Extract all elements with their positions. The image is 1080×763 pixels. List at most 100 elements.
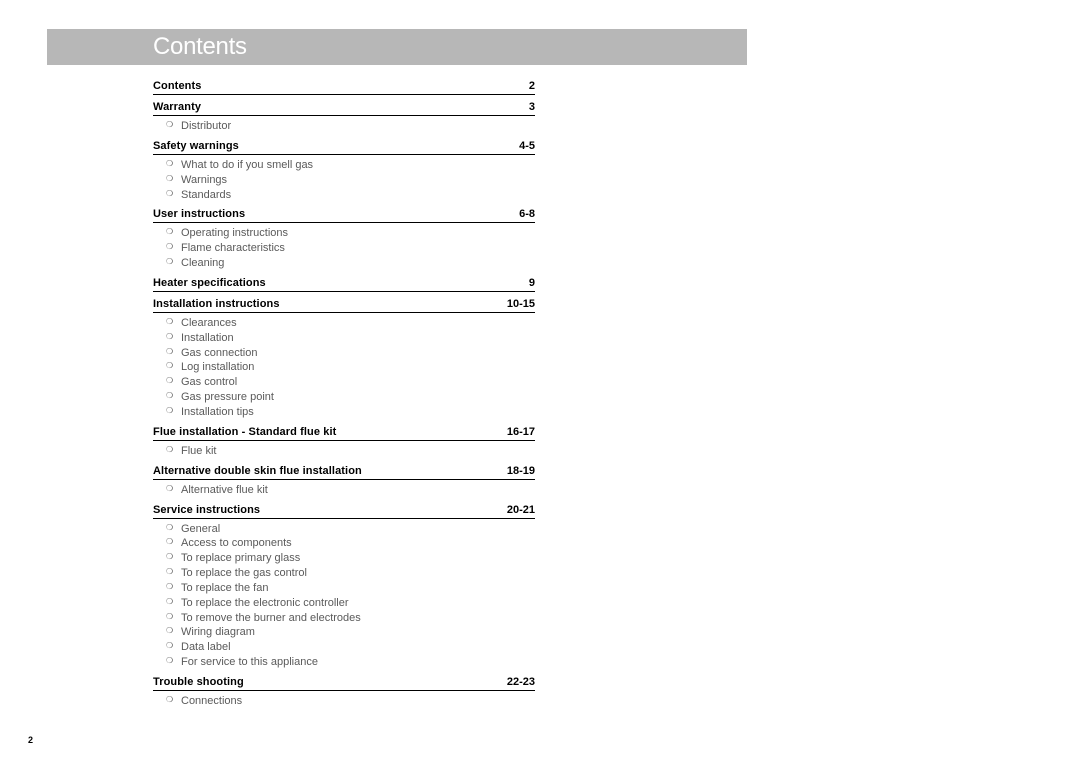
- toc-section-title: Contents: [153, 80, 201, 92]
- toc-subitems: ❍ Distributor: [153, 119, 535, 134]
- bullet-icon: ❍: [166, 445, 173, 456]
- toc-subitem-label: To remove the burner and electrodes: [181, 612, 361, 624]
- toc-subitem-label: Operating instructions: [181, 227, 288, 239]
- bullet-icon: ❍: [166, 242, 173, 253]
- toc-subitem: ❍ Standards: [153, 188, 535, 203]
- toc-section-title: Installation instructions: [153, 298, 280, 310]
- bullet-icon: ❍: [166, 597, 173, 608]
- bullet-icon: ❍: [166, 174, 173, 185]
- contents-header-title: Contents: [153, 33, 247, 61]
- bullet-icon: ❍: [166, 695, 173, 706]
- toc-subitems: ❍General❍Access to components❍To replace…: [153, 522, 535, 670]
- toc-subitem-label: What to do if you smell gas: [181, 159, 313, 171]
- bullet-icon: ❍: [166, 332, 173, 343]
- bullet-icon: ❍: [166, 406, 173, 417]
- toc-subitem-label: Gas connection: [181, 347, 257, 359]
- bullet-icon: ❍: [166, 641, 173, 652]
- toc-subitem: ❍ For service to this appliance: [153, 655, 535, 670]
- toc-subitem: ❍To replace the electronic controller: [153, 596, 535, 611]
- toc-subitem: ❍ Connections: [153, 694, 535, 709]
- toc-subitem: ❍To remove the burner and electrodes: [153, 611, 535, 626]
- toc-subitem: ❍ Distributor: [153, 119, 535, 134]
- toc-section-title: Safety warnings: [153, 140, 239, 152]
- toc-section-page: 4-5: [519, 140, 535, 152]
- toc-subitem: ❍ What to do if you smell gas: [153, 158, 535, 173]
- toc-subitem: ❍Log installation: [153, 360, 535, 375]
- toc-section-header: Heater specifications 9: [153, 277, 535, 292]
- toc-section-title: Flue installation - Standard flue kit: [153, 426, 336, 438]
- bullet-icon: ❍: [166, 317, 173, 328]
- toc-subitem-label: Distributor: [181, 120, 231, 132]
- toc-section: Flue installation - Standard flue kit 16-…: [153, 426, 535, 459]
- toc-subitems: ❍Clearances❍Installation❍Gas connection❍…: [153, 316, 535, 420]
- toc-section-page: 6-8: [519, 208, 535, 220]
- bullet-icon: ❍: [166, 626, 173, 637]
- toc-section-title: Service instructions: [153, 504, 260, 516]
- toc-subitem-label: Flame characteristics: [181, 242, 285, 254]
- toc-section: Contents2: [153, 80, 535, 95]
- toc-section-title: Heater specifications: [153, 277, 266, 289]
- toc-subitems: ❍ Operating instructions ❍ Flame characteri…: [153, 226, 535, 271]
- toc-subitem: ❍ Gas connection: [153, 346, 535, 361]
- table-of-contents: Contents2 Warranty3 ❍ Distributor Safety war…: [153, 74, 535, 713]
- toc-subitem: ❍General: [153, 522, 535, 537]
- toc-subitem-label: Installation: [181, 332, 234, 344]
- toc-subitem: ❍ Installation: [153, 331, 535, 346]
- toc-section-header: Warranty3: [153, 101, 535, 116]
- bullet-icon: ❍: [166, 347, 173, 358]
- bullet-icon: ❍: [166, 391, 173, 402]
- toc-section: User instructions6-8 ❍ Operating instructi…: [153, 208, 535, 271]
- toc-subitem-label: Log installation: [181, 361, 254, 373]
- toc-section-title: Warranty: [153, 101, 201, 113]
- toc-subitem: ❍ To replace the gas control: [153, 566, 535, 581]
- toc-subitem: ❍Cleaning: [153, 256, 535, 271]
- page-number: 2: [28, 735, 33, 745]
- toc-subitem: ❍To replace the fan: [153, 581, 535, 596]
- bullet-icon: ❍: [166, 376, 173, 387]
- bullet-icon: ❍: [166, 227, 173, 238]
- bullet-icon: ❍: [166, 257, 173, 268]
- toc-section: Safety warnings 4-5 ❍ What to do if you sme…: [153, 140, 535, 203]
- toc-section-header: Flue installation - Standard flue kit 16-…: [153, 426, 535, 441]
- toc-subitem-label: Gas control: [181, 376, 237, 388]
- toc-section-header: Service instructions 20-21: [153, 504, 535, 519]
- toc-subitem: ❍ Operating instructions: [153, 226, 535, 241]
- toc-subitems: ❍ Connections: [153, 694, 535, 709]
- toc-section-page: 10-15: [507, 298, 535, 310]
- bullet-icon: ❍: [166, 484, 173, 495]
- bullet-icon: ❍: [166, 537, 173, 548]
- toc-section-page: 16-17: [507, 426, 535, 438]
- bullet-icon: ❍: [166, 120, 173, 131]
- toc-section: Service instructions 20-21 ❍General❍Access…: [153, 504, 535, 670]
- toc-section-header: User instructions6-8: [153, 208, 535, 223]
- toc-subitem-label: Wiring diagram: [181, 626, 255, 638]
- toc-subitem-label: Alternative flue kit: [181, 484, 268, 496]
- toc-section: Heater specifications 9: [153, 277, 535, 292]
- toc-subitem-label: Connections: [181, 695, 242, 707]
- toc-subitem-label: For service to this appliance: [181, 656, 318, 668]
- bullet-icon: ❍: [166, 523, 173, 534]
- toc-subitem-label: Standards: [181, 189, 231, 201]
- toc-subitem: ❍ Alternative flue kit: [153, 483, 535, 498]
- bullet-icon: ❍: [166, 159, 173, 170]
- toc-section-page: 18-19: [507, 465, 535, 477]
- toc-subitem: ❍ Flue kit: [153, 444, 535, 459]
- toc-subitem-label: Flue kit: [181, 445, 216, 457]
- toc-section-page: 9: [529, 277, 535, 289]
- toc-subitem-label: To replace the gas control: [181, 567, 307, 579]
- toc-subitems: ❍ Alternative flue kit: [153, 483, 535, 498]
- toc-subitem: ❍ Wiring diagram: [153, 625, 535, 640]
- toc-section-header: Contents2: [153, 80, 535, 95]
- toc-subitem: ❍Gas pressure point: [153, 390, 535, 405]
- toc-section-page: 22-23: [507, 676, 535, 688]
- bullet-icon: ❍: [166, 567, 173, 578]
- toc-subitem-label: Clearances: [181, 317, 237, 329]
- bullet-icon: ❍: [166, 189, 173, 200]
- toc-subitem: ❍Warnings: [153, 173, 535, 188]
- toc-section-header: Trouble shooting22-23: [153, 676, 535, 691]
- toc-section-page: 20-21: [507, 504, 535, 516]
- bullet-icon: ❍: [166, 656, 173, 667]
- bullet-icon: ❍: [166, 552, 173, 563]
- toc-subitem: ❍ Clearances: [153, 316, 535, 331]
- toc-subitems: ❍ Flue kit: [153, 444, 535, 459]
